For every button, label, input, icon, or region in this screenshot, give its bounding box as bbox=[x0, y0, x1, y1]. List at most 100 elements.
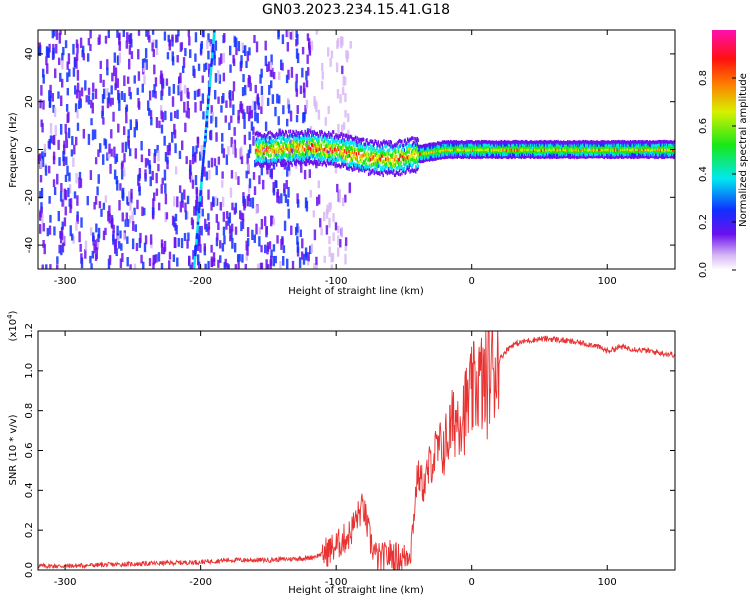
heatmap-cell bbox=[344, 155, 346, 160]
heatmap-cell bbox=[342, 156, 345, 161]
heatmap-cell bbox=[443, 149, 445, 154]
heatmap-cell bbox=[567, 143, 569, 147]
heatmap-cell bbox=[445, 148, 448, 152]
heatmap-cell bbox=[357, 163, 359, 168]
heatmap-cell bbox=[297, 147, 300, 151]
heatmap-cell bbox=[528, 152, 531, 157]
heatmap-cell bbox=[274, 179, 277, 188]
heatmap-cell bbox=[605, 147, 607, 151]
heatmap-cell bbox=[664, 147, 667, 152]
heatmap-cell bbox=[233, 242, 237, 253]
heatmap-cell bbox=[673, 152, 675, 157]
heatmap-cell bbox=[278, 158, 280, 163]
heatmap-cell bbox=[388, 148, 390, 153]
heatmap-cell bbox=[293, 140, 296, 145]
heatmap-cell bbox=[544, 155, 546, 159]
heatmap-cell bbox=[93, 201, 96, 210]
heatmap-cell bbox=[397, 162, 400, 167]
heatmap-cell bbox=[116, 78, 120, 88]
heatmap-cell bbox=[207, 89, 211, 93]
heatmap-cell bbox=[372, 155, 375, 159]
heatmap-cell bbox=[356, 164, 358, 169]
heatmap-cell bbox=[485, 145, 488, 150]
heatmap-cell bbox=[597, 154, 599, 159]
heatmap-cell bbox=[471, 154, 474, 159]
heatmap-cell bbox=[422, 156, 424, 160]
heatmap-cell bbox=[468, 147, 471, 152]
heatmap-cell bbox=[484, 152, 486, 157]
heatmap-cell bbox=[432, 142, 434, 147]
heatmap-cell bbox=[358, 155, 361, 159]
heatmap-cell bbox=[272, 163, 275, 167]
heatmap-cell bbox=[497, 149, 499, 154]
heatmap-cell bbox=[418, 144, 420, 149]
heatmap-cell bbox=[379, 156, 381, 161]
heatmap-cell bbox=[298, 140, 301, 144]
heatmap-cell bbox=[356, 136, 358, 140]
heatmap-cell bbox=[336, 140, 338, 144]
heatmap-cell bbox=[343, 143, 345, 147]
heatmap-cell bbox=[147, 30, 150, 40]
heatmap-cell bbox=[410, 154, 413, 159]
heatmap-cell bbox=[593, 150, 596, 154]
heatmap-cell bbox=[560, 143, 563, 147]
heatmap-cell bbox=[228, 212, 232, 224]
heatmap-cell bbox=[114, 77, 118, 88]
heatmap-cell bbox=[323, 153, 326, 158]
heatmap-cell bbox=[379, 146, 381, 151]
heatmap-cell bbox=[56, 256, 59, 264]
heatmap-cell bbox=[300, 140, 302, 145]
heatmap-cell bbox=[625, 147, 628, 152]
heatmap-cell bbox=[129, 92, 132, 100]
heatmap-cell bbox=[595, 140, 597, 145]
heatmap-cell bbox=[403, 156, 406, 160]
heatmap-cell bbox=[46, 228, 49, 237]
heatmap-cell bbox=[330, 159, 332, 164]
heatmap-cell bbox=[130, 188, 133, 200]
heatmap-cell bbox=[480, 154, 483, 159]
heatmap-cell bbox=[384, 163, 387, 168]
heatmap-cell bbox=[564, 151, 567, 156]
heatmap-cell bbox=[289, 129, 292, 134]
heatmap-cell bbox=[506, 150, 508, 154]
heatmap-cell bbox=[246, 195, 249, 207]
heatmap-cell bbox=[578, 145, 580, 150]
heatmap-cell bbox=[522, 152, 524, 156]
heatmap-cell bbox=[327, 106, 330, 115]
heatmap-cell bbox=[567, 151, 569, 156]
heatmap-cell bbox=[424, 146, 427, 151]
heatmap-cell bbox=[284, 133, 286, 137]
heatmap-cell bbox=[413, 147, 415, 151]
heatmap-cell bbox=[406, 141, 408, 145]
heatmap-cell bbox=[660, 155, 663, 159]
heatmap-cell bbox=[579, 145, 581, 150]
heatmap-cell bbox=[370, 169, 372, 174]
heatmap-cell bbox=[477, 154, 480, 159]
heatmap-cell bbox=[349, 139, 351, 144]
heatmap-cell bbox=[556, 144, 558, 149]
heatmap-cell bbox=[563, 152, 565, 157]
heatmap-cell bbox=[75, 221, 78, 231]
heatmap-cell bbox=[515, 148, 517, 152]
heatmap-cell bbox=[571, 143, 574, 147]
heatmap-cell bbox=[427, 156, 429, 160]
heatmap-cell bbox=[418, 154, 420, 159]
heatmap-cell bbox=[645, 152, 648, 156]
heatmap-cell bbox=[652, 147, 654, 151]
heatmap-cell bbox=[584, 154, 586, 159]
heatmap-cell bbox=[55, 30, 59, 40]
heatmap-cell bbox=[410, 166, 413, 170]
heatmap-cell bbox=[109, 97, 112, 107]
heatmap-cell bbox=[581, 140, 584, 144]
heatmap-cell bbox=[643, 140, 645, 144]
heatmap-cell bbox=[326, 153, 328, 158]
heatmap-cell bbox=[649, 147, 651, 151]
heatmap-cell bbox=[128, 44, 132, 55]
heatmap-cell bbox=[548, 150, 550, 154]
heatmap-cell bbox=[514, 153, 516, 157]
heatmap-cell bbox=[568, 148, 571, 152]
heatmap-cell bbox=[305, 80, 309, 88]
heatmap-cell bbox=[613, 148, 615, 152]
heatmap-cell bbox=[333, 139, 336, 143]
heatmap-cell bbox=[306, 54, 309, 64]
